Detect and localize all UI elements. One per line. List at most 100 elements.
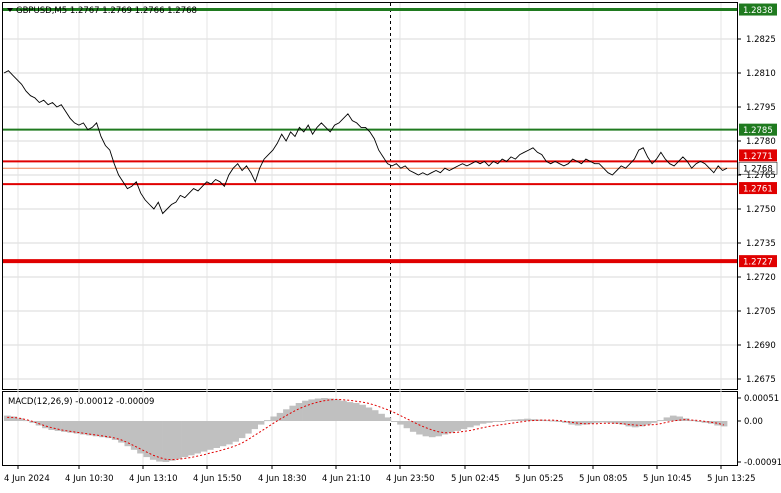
levels-layer[interactable]: 1.2838 1.2785 1.2771 1.2768 1.2761 1.2727 bbox=[3, 3, 778, 268]
price-tick-label: 1.2735 bbox=[746, 239, 776, 249]
level-price-tag[interactable] bbox=[739, 3, 777, 16]
level-price-tag[interactable] bbox=[738, 161, 778, 175]
price-tick-label: 1.2795 bbox=[746, 103, 776, 113]
macd-histogram-bar bbox=[23, 420, 30, 422]
level-price-tag[interactable] bbox=[739, 182, 777, 195]
macd-histogram-bar bbox=[200, 421, 208, 452]
macd-histogram-bar bbox=[422, 421, 430, 437]
macd-histogram-bar bbox=[619, 421, 626, 425]
macd-histogram-bar bbox=[333, 399, 341, 421]
time-tick-label: 4 Jun 21:10 bbox=[322, 474, 371, 484]
level-price-tag[interactable] bbox=[739, 123, 777, 136]
macd-panel-frame bbox=[2, 391, 738, 466]
macd-signal-line bbox=[7, 398, 724, 461]
time-tick-label: 4 Jun 13:10 bbox=[129, 474, 178, 484]
time-tick-label: 5 Jun 02:45 bbox=[451, 474, 500, 484]
macd-histogram-bar bbox=[612, 421, 620, 424]
level-price-label: 1.2785 bbox=[743, 126, 773, 136]
macd-histogram-bar bbox=[631, 421, 639, 428]
time-tick-label: 4 Jun 2024 bbox=[4, 474, 50, 484]
macd-histogram-bar bbox=[714, 421, 721, 426]
price-tick-label: 1.2705 bbox=[746, 307, 776, 317]
macd-histogram-bar bbox=[441, 421, 449, 435]
macd-tick-label: 0.00 bbox=[744, 417, 763, 427]
macd-histogram-bar bbox=[168, 421, 176, 461]
price-panel-frame bbox=[2, 2, 738, 390]
macd-histogram-bar bbox=[143, 421, 151, 458]
macd-histogram-bar bbox=[492, 421, 499, 422]
macd-axis: 0.00051 0.00 -0.00091 bbox=[737, 394, 781, 468]
macd-histogram-bar bbox=[587, 421, 595, 424]
macd-histogram-bar bbox=[130, 421, 138, 450]
macd-histogram-bar bbox=[54, 421, 62, 431]
macd-histogram-bar bbox=[321, 398, 328, 421]
macd-histogram-bar bbox=[720, 421, 728, 427]
macd-histogram-bar bbox=[359, 404, 366, 421]
level-price-label: 1.2771 bbox=[743, 152, 773, 162]
macd-histogram-bar bbox=[245, 421, 252, 434]
macd-histogram-bar bbox=[676, 416, 683, 421]
macd-histogram-bar bbox=[48, 421, 56, 430]
macd-histogram-bar bbox=[555, 421, 563, 422]
macd-histogram-bar bbox=[270, 416, 278, 421]
macd-histogram-bar bbox=[650, 421, 658, 423]
macd-histogram-bar bbox=[4, 415, 11, 421]
macd-histogram-bar bbox=[682, 418, 690, 421]
level-price-tag[interactable] bbox=[739, 255, 777, 268]
macd-histogram-bar bbox=[498, 421, 506, 422]
price-axis[interactable]: 1.2825 1.2810 1.2795 1.2780 1.2765 1.2750 1.27… bbox=[737, 35, 776, 385]
symbol-menu-triangle-icon[interactable] bbox=[7, 8, 13, 12]
macd-histogram-bar bbox=[657, 420, 664, 422]
macd-histogram-bar bbox=[397, 421, 404, 425]
macd-histogram-bar bbox=[181, 421, 189, 458]
grid-layer bbox=[3, 3, 737, 465]
macd-histogram-bar bbox=[416, 421, 423, 435]
macd-histogram-bar bbox=[543, 420, 550, 422]
macd-histogram-bar bbox=[365, 407, 373, 421]
macd-histogram-bar bbox=[162, 421, 170, 462]
price-tick-label: 1.2765 bbox=[746, 171, 776, 181]
price-tick-label: 1.2750 bbox=[746, 205, 776, 215]
macd-histogram-bar bbox=[581, 421, 588, 425]
price-tick-label: 1.2780 bbox=[746, 137, 776, 147]
macd-histogram-bar bbox=[378, 413, 385, 421]
macd-histogram-bar bbox=[695, 421, 702, 422]
macd-histogram-bar bbox=[454, 421, 461, 431]
macd-histogram-bar bbox=[29, 421, 37, 423]
time-tick-label: 5 Jun 05:25 bbox=[515, 474, 564, 484]
time-tick-label: 5 Jun 10:45 bbox=[643, 474, 692, 484]
level-price-tag[interactable] bbox=[739, 149, 777, 162]
macd-histogram-bar bbox=[371, 410, 379, 421]
time-tick-label: 5 Jun 13:25 bbox=[707, 474, 756, 484]
macd-histogram-bar bbox=[314, 398, 322, 421]
time-tick-label: 4 Jun 18:30 bbox=[258, 474, 307, 484]
macd-histogram-bar bbox=[219, 421, 227, 447]
macd-histogram-bar bbox=[409, 421, 417, 432]
macd-histogram-bar bbox=[473, 421, 480, 426]
level-price-label: 1.2727 bbox=[743, 258, 773, 268]
time-tick-label: 5 Jun 08:05 bbox=[579, 474, 628, 484]
macd-histogram-bar bbox=[663, 417, 671, 421]
macd-layer bbox=[4, 398, 728, 462]
macd-histogram-bar bbox=[99, 421, 106, 438]
level-price-label: 1.2768 bbox=[743, 165, 773, 175]
macd-histogram-bar bbox=[251, 421, 258, 430]
macd-histogram-bar bbox=[308, 399, 316, 421]
macd-histogram-bar bbox=[232, 421, 239, 442]
macd-histogram-bar bbox=[517, 419, 525, 421]
macd-histogram-bar bbox=[346, 402, 354, 421]
time-tick-label: 4 Jun 10:30 bbox=[65, 474, 114, 484]
symbol-info: GBPUSD,M5 1.2767 1.2769 1.2766 1.2768 bbox=[16, 6, 197, 16]
time-axis[interactable]: 4 Jun 2024 4 Jun 10:30 4 Jun 13:10 4 Jun 15… bbox=[4, 465, 756, 484]
macd-histogram-bar bbox=[61, 421, 68, 432]
macd-histogram-bar bbox=[42, 421, 49, 429]
macd-tick-label: -0.00091 bbox=[744, 458, 781, 468]
macd-histogram-bar bbox=[295, 403, 303, 421]
macd-histogram-bar bbox=[505, 420, 512, 422]
macd-histogram-bar bbox=[486, 421, 493, 423]
macd-histogram-bar bbox=[524, 418, 531, 421]
macd-histogram-bar bbox=[574, 421, 582, 426]
macd-histogram-bar bbox=[340, 400, 347, 421]
